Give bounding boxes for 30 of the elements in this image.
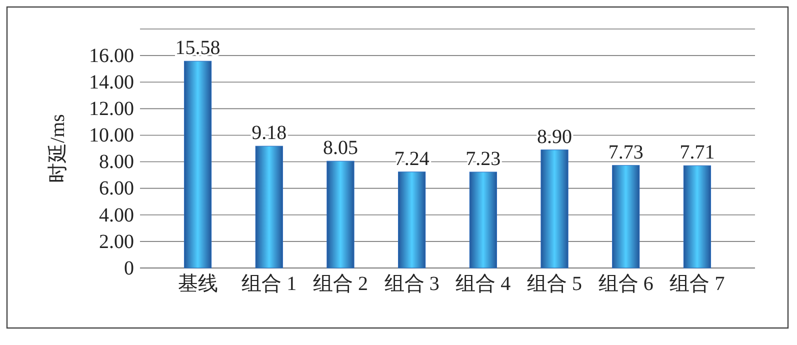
x-tick-label: 组合 7 [670,273,725,296]
y-tick-label: 8.00 [99,151,134,174]
x-tick-label: 组合 2 [312,273,368,296]
y-tick-label: 4.00 [99,204,134,226]
x-tick-label: 组合 3 [384,273,440,296]
y-tick-label: 14.00 [89,72,134,94]
y-tick-label: 2.00 [99,230,134,253]
y-tick-label: 6.00 [99,178,134,200]
bar [683,165,712,268]
y-tick-label: 12.00 [89,98,134,120]
bar [469,172,497,268]
x-tick-label: 组合 1 [242,273,297,296]
bar [184,60,212,268]
data-label: 7.71 [680,142,715,164]
data-label: 7.73 [608,141,644,164]
x-tick-label: 组合 4 [456,273,511,296]
data-label: 8.05 [322,137,358,160]
y-tick-label: 16.00 [89,44,134,67]
y-axis-title: 时延/ms [47,114,69,183]
y-tick-label: 0 [124,257,134,280]
bar [612,165,640,268]
y-tick-label: 10.00 [89,124,134,147]
bar [540,150,568,268]
data-label: 15.58 [175,37,220,60]
x-tick-label: 组合 5 [527,273,582,296]
bar [326,160,354,268]
bar [398,172,426,268]
bar [255,146,283,268]
x-tick-label: 基线 [178,273,218,296]
x-tick-label: 组合 6 [598,273,654,296]
